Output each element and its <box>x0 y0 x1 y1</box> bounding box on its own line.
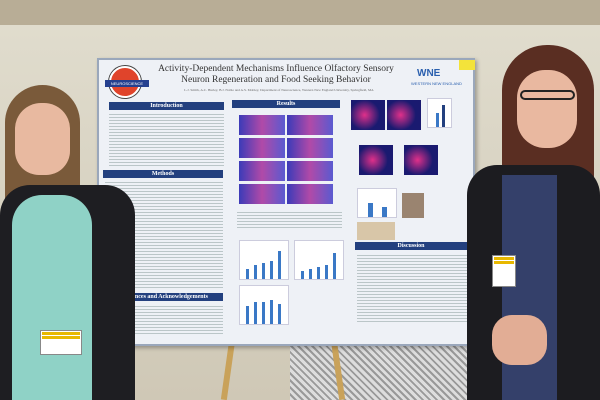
references-header: References and Acknowledgements <box>103 293 223 301</box>
name-badge <box>492 255 516 287</box>
wall-trim <box>0 0 600 25</box>
bar <box>270 300 273 324</box>
micrograph <box>239 184 285 204</box>
fluorescence-image <box>404 145 438 175</box>
behavior-chart <box>357 188 397 218</box>
bar <box>246 306 249 324</box>
figure-caption <box>237 210 342 230</box>
micrograph <box>287 184 333 204</box>
bar <box>442 105 445 127</box>
bar <box>278 304 281 324</box>
bar-chart-panel <box>239 240 289 280</box>
bar-chart-panel <box>294 240 344 280</box>
micrograph <box>239 161 285 181</box>
bar <box>262 302 265 324</box>
micrograph <box>287 115 333 135</box>
title-line-2: Neuron Regeneration and Food Seeking Beh… <box>181 75 371 85</box>
discussion-header: Discussion <box>355 242 467 250</box>
title-line-1: Activity-Dependent Mechanisms Influence … <box>158 64 394 74</box>
bar <box>262 263 265 279</box>
research-poster: NEUROSCIENCE Activity-Dependent Mechanis… <box>97 58 475 346</box>
discussion-text <box>357 253 467 323</box>
poster-authors: L.J. Smith, A.C. Hurley, B.J. Noble and … <box>184 88 374 92</box>
bar <box>325 265 328 279</box>
face <box>517 70 577 148</box>
bar <box>309 269 312 279</box>
bar <box>278 251 281 279</box>
hands <box>492 315 547 365</box>
introduction-text <box>109 112 224 167</box>
dress <box>502 175 557 400</box>
glasses <box>520 90 575 100</box>
person-left <box>0 85 135 400</box>
arena-photo <box>357 222 395 240</box>
micrograph <box>239 138 285 158</box>
poster-tag <box>459 60 475 70</box>
bar <box>436 113 439 127</box>
introduction-header: Introduction <box>109 102 224 110</box>
neuroscience-logo: NEUROSCIENCE <box>105 66 149 98</box>
bar <box>301 271 304 279</box>
bar <box>270 261 273 279</box>
bar <box>333 253 336 279</box>
bar <box>317 267 320 279</box>
fluorescence-image <box>351 100 385 130</box>
bar-chart-panel <box>239 285 289 325</box>
bar <box>254 302 257 324</box>
behavior-chart <box>427 98 452 128</box>
methods-header: Methods <box>103 170 223 178</box>
bar <box>246 269 249 279</box>
blouse <box>12 195 92 400</box>
bar <box>368 203 373 217</box>
bar <box>254 265 257 279</box>
person-right <box>462 45 600 400</box>
logo-text: NEUROSCIENCE <box>105 80 149 87</box>
mouse-photo <box>402 193 424 218</box>
wne-logo: WNE <box>417 68 441 79</box>
fluorescence-image <box>359 145 393 175</box>
face <box>15 103 70 175</box>
bar <box>382 207 387 217</box>
wne-name: WESTERN NEW ENGLAND <box>411 81 462 86</box>
results-header: Results <box>232 100 340 108</box>
name-badge <box>40 330 82 355</box>
micrograph <box>239 115 285 135</box>
fluorescence-image <box>387 100 421 130</box>
poster-title: Activity-Dependent Mechanisms Influence … <box>145 64 407 86</box>
micrograph <box>287 161 333 181</box>
micrograph <box>287 138 333 158</box>
